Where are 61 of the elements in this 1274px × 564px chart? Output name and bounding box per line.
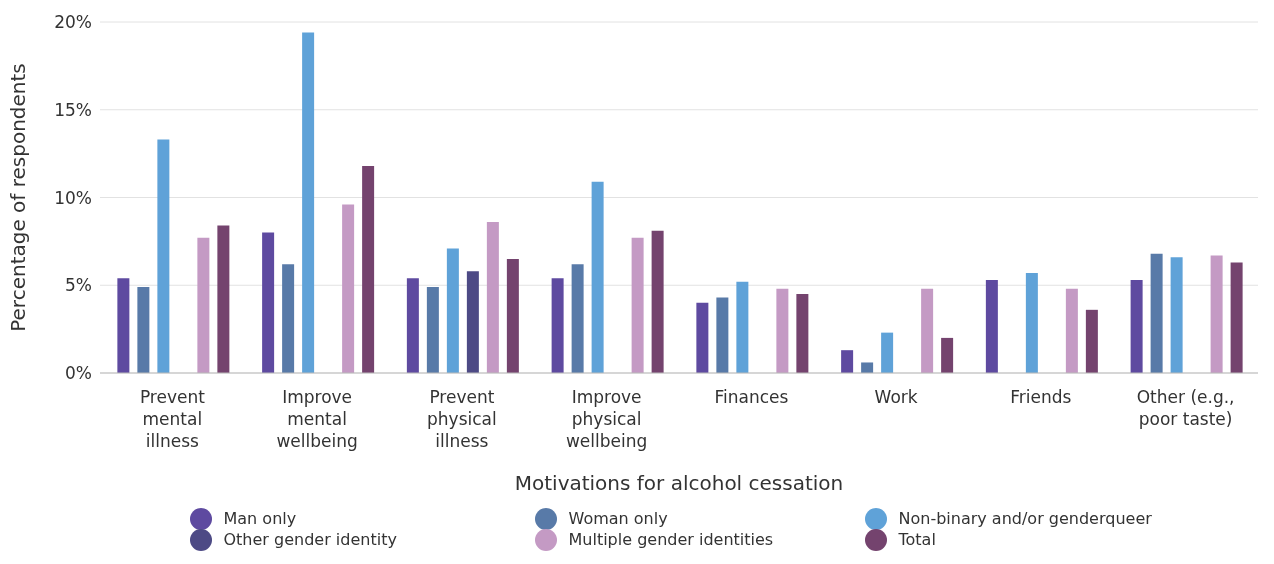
bar <box>1170 257 1183 373</box>
bar <box>1025 272 1038 373</box>
bar <box>571 264 584 373</box>
legend-label: Non-binary and/or genderqueer <box>898 509 1152 528</box>
x-tick-label: Improve physical wellbeing <box>565 387 648 451</box>
bar <box>466 271 479 373</box>
bar <box>506 258 519 373</box>
bar <box>117 278 130 373</box>
x-tick-label: Improve mental wellbeing <box>276 387 358 451</box>
bar <box>362 165 375 373</box>
legend-label: Multiple gender identities <box>568 530 774 549</box>
legend-label: Man only <box>223 509 297 528</box>
bar <box>1085 309 1098 373</box>
bar <box>551 278 564 373</box>
x-axis-title: Motivations for alcohol cessation <box>514 471 844 495</box>
y-tick-label: 10% <box>54 187 92 208</box>
y-tick-label: 15% <box>54 99 92 120</box>
bar <box>861 362 874 373</box>
x-tick-label: Prevent mental illness <box>139 387 206 451</box>
x-tick-label: Finances <box>714 387 789 407</box>
bar <box>446 248 459 373</box>
bar <box>736 281 749 373</box>
x-tick-label: Friends <box>1010 387 1072 407</box>
bar <box>651 230 664 373</box>
x-tick-label: Work <box>874 387 918 407</box>
bar <box>1150 253 1163 373</box>
bar <box>197 237 210 373</box>
bar <box>1130 279 1143 373</box>
bar <box>881 332 894 373</box>
bar <box>921 288 934 373</box>
bar <box>282 264 295 373</box>
bar <box>157 139 170 373</box>
bar <box>1210 255 1223 373</box>
legend-label: Total <box>898 530 936 549</box>
bar <box>716 297 729 373</box>
bar <box>696 302 709 373</box>
bar <box>486 222 499 373</box>
y-tick-label: 0% <box>65 363 92 384</box>
x-tick-label: Other (e.g., poor taste) <box>1136 387 1235 429</box>
bar <box>776 288 789 373</box>
bar <box>1230 262 1243 373</box>
bar <box>941 337 954 373</box>
bar <box>796 294 809 373</box>
bar <box>985 279 998 373</box>
bar <box>406 278 419 373</box>
x-tick-label: Prevent physical illness <box>427 387 497 451</box>
y-tick-label: 20% <box>54 12 92 33</box>
bar <box>217 225 230 373</box>
bar <box>137 287 150 373</box>
y-axis-title: Percentage of respondents <box>6 63 31 332</box>
bar <box>426 287 439 373</box>
legend-label: Other gender identity <box>223 530 397 549</box>
legend-label: Woman only <box>568 509 668 528</box>
y-tick-label: 5% <box>65 275 92 296</box>
bar <box>631 237 644 373</box>
bar <box>342 204 355 373</box>
bar <box>1065 288 1078 373</box>
bar <box>262 232 275 373</box>
bar <box>841 350 854 373</box>
bar <box>302 32 315 373</box>
bar <box>591 181 604 373</box>
